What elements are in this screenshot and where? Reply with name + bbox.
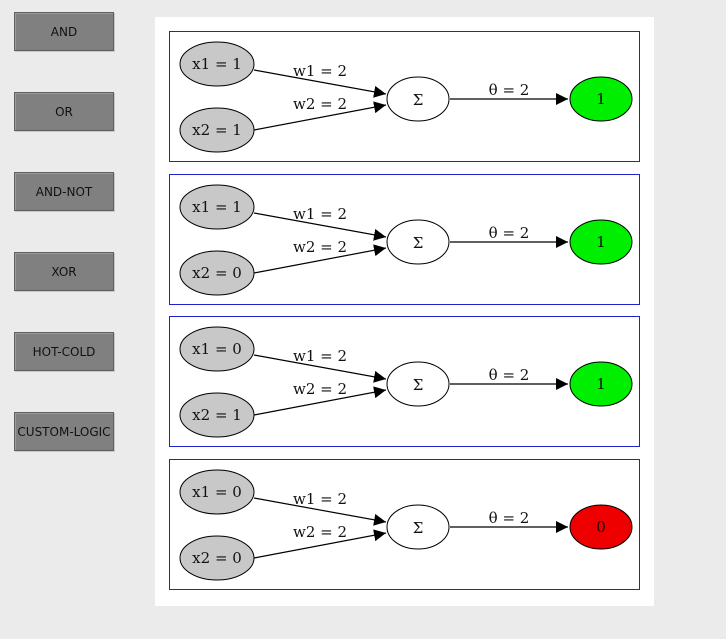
perceptron-graph: w1 = 2 w2 = 2 θ = 2 x1 = 0 x2 = 0 Σ 0 bbox=[179, 469, 633, 581]
input-x1-label: x1 = 1 bbox=[192, 55, 242, 73]
input-x1-label: x1 = 0 bbox=[192, 483, 242, 501]
edge-x1-sum bbox=[253, 354, 387, 383]
edge-x2-sum bbox=[253, 244, 387, 274]
weight-1-label: w1 = 2 bbox=[293, 490, 347, 508]
perceptron-panel-2: w1 = 2 w2 = 2 θ = 2 x1 = 1 x2 = 0 Σ 1 bbox=[169, 174, 640, 305]
sum-node bbox=[386, 504, 450, 550]
input-x2-node bbox=[179, 107, 255, 153]
threshold-label: θ = 2 bbox=[489, 224, 530, 242]
sum-symbol: Σ bbox=[413, 234, 424, 252]
weight-2-label: w2 = 2 bbox=[293, 523, 347, 541]
diagram-canvas: w1 = 2 w2 = 2 θ = 2 x1 = 1 x2 = 1 Σ 1 w1… bbox=[155, 17, 654, 606]
input-x2-label: x2 = 0 bbox=[192, 549, 242, 567]
perceptron-panel-1: w1 = 2 w2 = 2 θ = 2 x1 = 1 x2 = 1 Σ 1 bbox=[169, 31, 640, 162]
sum-node bbox=[386, 361, 450, 407]
threshold-label: θ = 2 bbox=[489, 509, 530, 527]
edge-x1-sum bbox=[253, 69, 387, 98]
input-x2-node bbox=[179, 392, 255, 438]
input-x1-node bbox=[179, 184, 255, 230]
edge-x2-sum bbox=[253, 529, 387, 559]
input-x1-node bbox=[179, 469, 255, 515]
weight-2-label: w2 = 2 bbox=[293, 238, 347, 256]
output-node bbox=[569, 76, 633, 122]
weight-1-label: w1 = 2 bbox=[293, 347, 347, 365]
weight-2-label: w2 = 2 bbox=[293, 380, 347, 398]
or-button[interactable]: OR bbox=[14, 92, 114, 131]
xor-button[interactable]: XOR bbox=[14, 252, 114, 291]
threshold-label: θ = 2 bbox=[489, 81, 530, 99]
perceptron-graph: w1 = 2 w2 = 2 θ = 2 x1 = 0 x2 = 1 Σ 1 bbox=[179, 326, 633, 438]
output-value: 1 bbox=[596, 90, 606, 108]
perceptron-panel-3: w1 = 2 w2 = 2 θ = 2 x1 = 0 x2 = 1 Σ 1 bbox=[169, 316, 640, 447]
output-node bbox=[569, 504, 633, 550]
input-x2-label: x2 = 1 bbox=[192, 121, 242, 139]
input-x1-label: x1 = 0 bbox=[192, 340, 242, 358]
input-x2-node bbox=[179, 535, 255, 581]
output-value: 1 bbox=[596, 233, 606, 251]
and-button[interactable]: AND bbox=[14, 12, 114, 51]
input-x1-node bbox=[179, 326, 255, 372]
edge-x2-sum bbox=[253, 386, 387, 416]
threshold-label: θ = 2 bbox=[489, 366, 530, 384]
input-x1-label: x1 = 1 bbox=[192, 198, 242, 216]
input-x2-node bbox=[179, 250, 255, 296]
input-x2-label: x2 = 1 bbox=[192, 406, 242, 424]
sum-node bbox=[386, 219, 450, 265]
edge-x1-sum bbox=[253, 497, 387, 526]
hot-cold-button[interactable]: HOT-COLD bbox=[14, 332, 114, 371]
input-x1-node bbox=[179, 41, 255, 87]
edge-x2-sum bbox=[253, 101, 387, 131]
output-node bbox=[569, 361, 633, 407]
input-x2-label: x2 = 0 bbox=[192, 264, 242, 282]
output-node bbox=[569, 219, 633, 265]
custom-logic-button[interactable]: CUSTOM-LOGIC bbox=[14, 412, 114, 451]
output-value: 0 bbox=[596, 518, 606, 536]
and-not-button[interactable]: AND-NOT bbox=[14, 172, 114, 211]
sum-symbol: Σ bbox=[413, 376, 424, 394]
sum-symbol: Σ bbox=[413, 519, 424, 537]
weight-2-label: w2 = 2 bbox=[293, 95, 347, 113]
perceptron-graph: w1 = 2 w2 = 2 θ = 2 x1 = 1 x2 = 0 Σ 1 bbox=[179, 184, 633, 296]
edge-x1-sum bbox=[253, 212, 387, 241]
output-value: 1 bbox=[596, 375, 606, 393]
sum-symbol: Σ bbox=[413, 91, 424, 109]
perceptron-panel-4: w1 = 2 w2 = 2 θ = 2 x1 = 0 x2 = 0 Σ 0 bbox=[169, 459, 640, 590]
sum-node bbox=[386, 76, 450, 122]
weight-1-label: w1 = 2 bbox=[293, 205, 347, 223]
weight-1-label: w1 = 2 bbox=[293, 62, 347, 80]
perceptron-graph: w1 = 2 w2 = 2 θ = 2 x1 = 1 x2 = 1 Σ 1 bbox=[179, 41, 633, 153]
